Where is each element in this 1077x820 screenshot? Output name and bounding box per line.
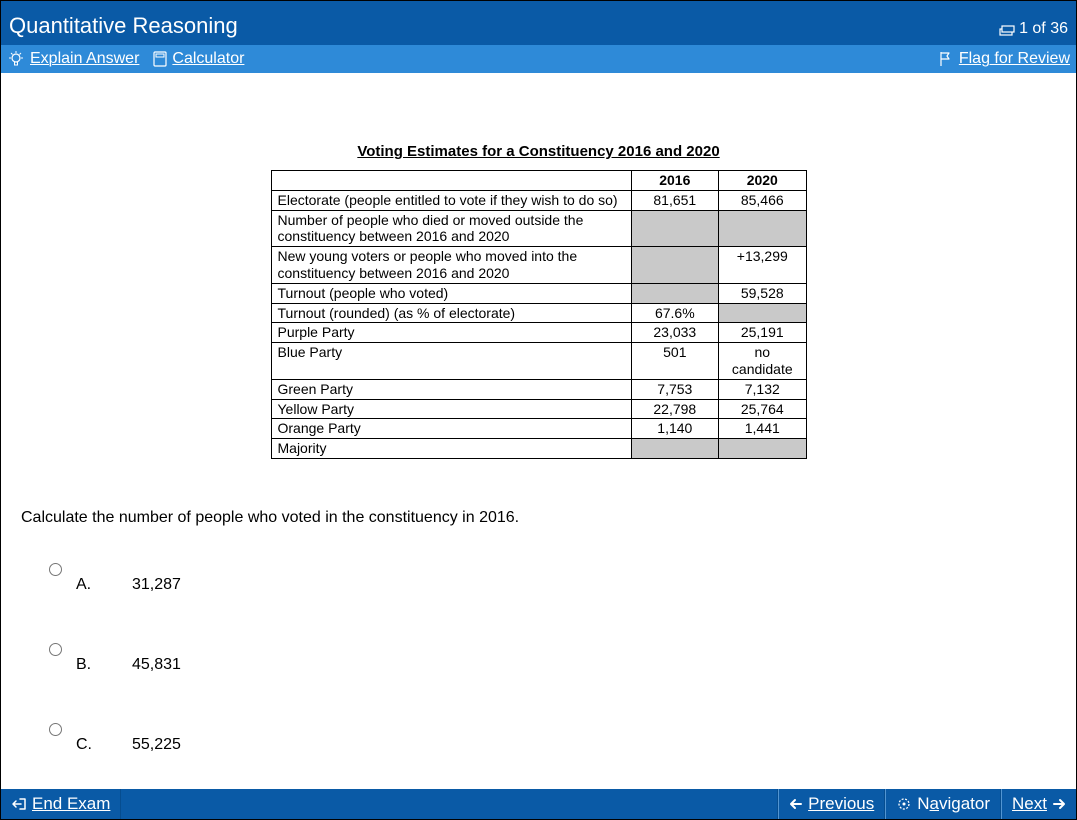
cell-2020: +13,299 xyxy=(719,247,806,284)
row-label: Turnout (people who voted) xyxy=(271,283,631,303)
counter-text: 1 of 36 xyxy=(1019,20,1068,38)
row-label: Turnout (rounded) (as % of electorate) xyxy=(271,303,631,323)
cell-2020: no candidate xyxy=(719,343,806,380)
cell-2020: 59,528 xyxy=(719,283,806,303)
cell-2016 xyxy=(631,210,718,247)
table-row: Turnout (people who voted) 59,528 xyxy=(271,283,806,303)
app-window: Quantitative Reasoning 1 of 36 Explain A… xyxy=(0,0,1077,820)
previous-button[interactable]: Previous xyxy=(778,789,885,819)
cell-2020 xyxy=(719,210,806,247)
row-label: Blue Party xyxy=(271,343,631,380)
flag-icon xyxy=(938,51,954,67)
th-blank xyxy=(271,171,631,191)
choice-letter: A. xyxy=(76,562,132,594)
end-exam-button[interactable]: End Exam xyxy=(1,789,121,819)
titlebar: Quantitative Reasoning 1 of 36 xyxy=(1,1,1076,45)
cell-2020 xyxy=(719,439,806,459)
next-label: Next xyxy=(1012,794,1047,814)
cell-2016 xyxy=(631,439,718,459)
th-2016: 2016 xyxy=(631,171,718,191)
table-row: Yellow Party22,79825,764 xyxy=(271,399,806,419)
table-row: Purple Party23,03325,191 xyxy=(271,323,806,343)
arrow-left-icon xyxy=(789,797,803,811)
table-row: Number of people who died or moved outsi… xyxy=(271,210,806,247)
calculator-button[interactable]: Calculator xyxy=(153,50,244,68)
explain-label: Explain Answer xyxy=(30,50,139,68)
table-row: Majority xyxy=(271,439,806,459)
answer-radio[interactable] xyxy=(49,723,62,736)
end-exam-label: End Exam xyxy=(32,794,110,814)
toolbar: Explain Answer Calculator Flag for Revie… xyxy=(1,45,1076,73)
footer-spacer xyxy=(121,789,778,819)
cell-2016: 23,033 xyxy=(631,323,718,343)
table-row: Turnout (rounded) (as % of electorate)67… xyxy=(271,303,806,323)
table-row: Blue Party501no candidate xyxy=(271,343,806,380)
question-counter: 1 of 36 xyxy=(999,20,1068,39)
question-text: Calculate the number of people who voted… xyxy=(21,509,1056,527)
row-label: Green Party xyxy=(271,379,631,399)
cell-2016 xyxy=(631,247,718,284)
cell-2016: 501 xyxy=(631,343,718,380)
cell-2020: 25,764 xyxy=(719,399,806,419)
row-label: Number of people who died or moved outsi… xyxy=(271,210,631,247)
content: Voting Estimates for a Constituency 2016… xyxy=(1,73,1076,789)
cell-2020: 85,466 xyxy=(719,190,806,210)
answer-choice[interactable]: C.55,225 xyxy=(49,722,1056,754)
next-button[interactable]: Next xyxy=(1001,789,1076,819)
section-title: Quantitative Reasoning xyxy=(9,13,238,39)
cell-2016: 1,140 xyxy=(631,419,718,439)
navigator-icon xyxy=(896,797,912,811)
answer-choice[interactable]: A.31,287 xyxy=(49,562,1056,594)
cell-2016: 7,753 xyxy=(631,379,718,399)
explain-answer-button[interactable]: Explain Answer xyxy=(7,50,139,68)
row-label: Purple Party xyxy=(271,323,631,343)
choice-text: 55,225 xyxy=(132,722,181,754)
table-row: Orange Party1,1401,441 xyxy=(271,419,806,439)
calc-label: Calculator xyxy=(172,50,244,68)
flag-review-button[interactable]: Flag for Review xyxy=(938,50,1070,68)
answer-radio[interactable] xyxy=(49,563,62,576)
row-label: Electorate (people entitled to vote if t… xyxy=(271,190,631,210)
table-header-row: 2016 2020 xyxy=(271,171,806,191)
calculator-icon xyxy=(153,51,167,67)
exit-icon xyxy=(11,797,27,811)
content-scroll[interactable]: Voting Estimates for a Constituency 2016… xyxy=(1,73,1076,789)
th-2020: 2020 xyxy=(719,171,806,191)
cell-2020: 7,132 xyxy=(719,379,806,399)
row-label: Majority xyxy=(271,439,631,459)
choice-text: 45,831 xyxy=(132,642,181,674)
voting-table: 2016 2020 Electorate (people entitled to… xyxy=(271,170,807,459)
footer: End Exam Previous Navigator Next xyxy=(1,789,1076,819)
table-title: Voting Estimates for a Constituency 2016… xyxy=(21,143,1056,160)
choice-text: 31,287 xyxy=(132,562,181,594)
previous-label: Previous xyxy=(808,794,874,814)
navigator-label: Navigator xyxy=(917,794,990,814)
cell-2020: 1,441 xyxy=(719,419,806,439)
cell-2016: 81,651 xyxy=(631,190,718,210)
cell-2016: 22,798 xyxy=(631,399,718,419)
table-row: Electorate (people entitled to vote if t… xyxy=(271,190,806,210)
cell-2016 xyxy=(631,283,718,303)
choice-letter: B. xyxy=(76,642,132,674)
row-label: Orange Party xyxy=(271,419,631,439)
table-row: Green Party7,7537,132 xyxy=(271,379,806,399)
cell-2016: 67.6% xyxy=(631,303,718,323)
answer-radio[interactable] xyxy=(49,643,62,656)
lightbulb-icon xyxy=(7,51,25,67)
row-label: Yellow Party xyxy=(271,399,631,419)
answer-choices: A.31,287B.45,831C.55,225D.59,528E.68,524 xyxy=(21,562,1056,789)
choice-letter: C. xyxy=(76,722,132,754)
stack-icon xyxy=(999,22,1015,36)
arrow-right-icon xyxy=(1052,797,1066,811)
navigator-button[interactable]: Navigator xyxy=(885,789,1001,819)
answer-choice[interactable]: B.45,831 xyxy=(49,642,1056,674)
cell-2020 xyxy=(719,303,806,323)
table-row: New young voters or people who moved int… xyxy=(271,247,806,284)
flag-label: Flag for Review xyxy=(959,50,1070,68)
cell-2020: 25,191 xyxy=(719,323,806,343)
row-label: New young voters or people who moved int… xyxy=(271,247,631,284)
